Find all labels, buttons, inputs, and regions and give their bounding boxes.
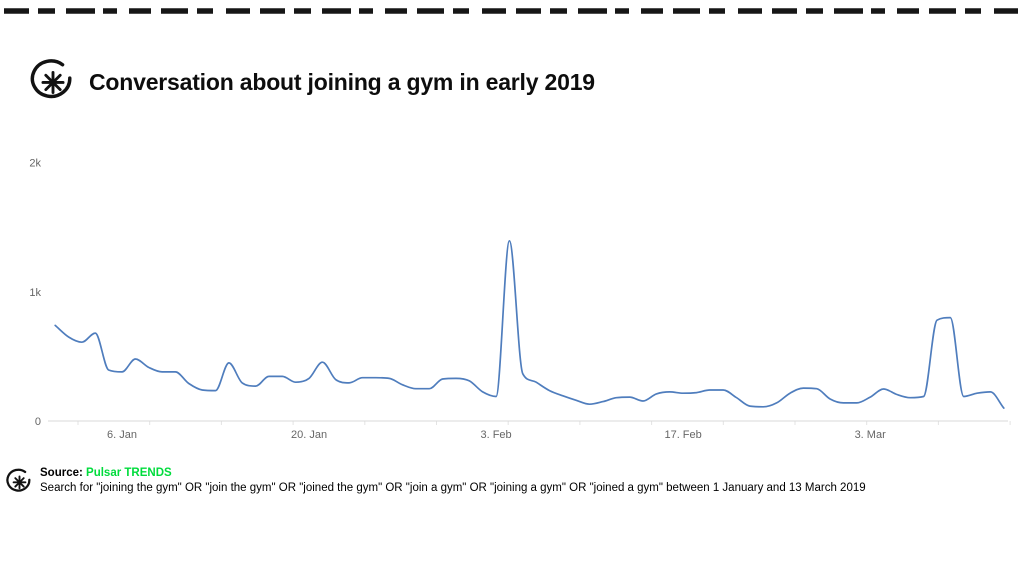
svg-text:6. Jan: 6. Jan: [107, 429, 137, 441]
trend-chart: 0 1k 2k 6. Jan 20. Jan 3. Feb 17. Feb 3. Mar: [0, 130, 1024, 460]
search-query-description: Search for "joining the gym" OR "join th…: [40, 482, 866, 494]
pulsar-logo-icon: [30, 59, 72, 99]
top-dashed-border-icon: [4, 8, 1024, 14]
source-name: Pulsar TRENDS: [86, 467, 172, 479]
source-line: Source: Pulsar TRENDS: [40, 466, 866, 481]
svg-text:3. Feb: 3. Feb: [480, 429, 511, 441]
brand-header: [30, 58, 76, 104]
svg-text:20. Jan: 20. Jan: [291, 429, 327, 441]
svg-text:17. Feb: 17. Feb: [664, 429, 701, 441]
source-label: Source:: [40, 467, 83, 479]
svg-text:0: 0: [35, 416, 41, 428]
trend-chart-svg: 0 1k 2k 6. Jan 20. Jan 3. Feb 17. Feb 3. Mar: [29, 158, 1011, 441]
pulsar-logo-small-icon: [6, 468, 31, 492]
svg-text:2k: 2k: [29, 158, 41, 170]
svg-text:3. Mar: 3. Mar: [855, 429, 887, 441]
svg-text:1k: 1k: [29, 287, 41, 299]
page-title: Conversation about joining a gym in earl…: [89, 69, 595, 95]
